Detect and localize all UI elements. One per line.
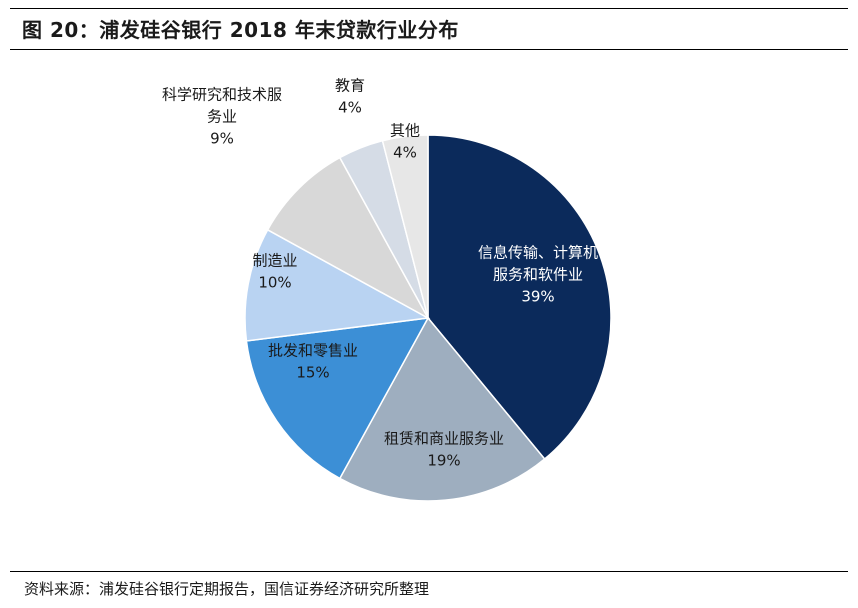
slice-category-label-7: 其他 [390,122,420,140]
source-note: 资料来源：浦发硅谷银行定期报告，国信证券经济研究所整理 [24,580,430,598]
slice-category-label-4: 制造业 [252,252,297,270]
slice-value-label-1: 39% [521,288,554,306]
slice-category-label-5: 科学研究和技术服 [162,86,282,104]
slice-category-label-6: 教育 [335,77,365,95]
pie-slice-1 [427,134,612,461]
slice-category-label-3: 批发和零售业 [268,342,358,360]
pie-slices [244,134,612,502]
slice-value-label-7: 4% [393,144,417,162]
pie-slice-7 [381,134,429,319]
figure-title: 图 20：浦发硅谷银行 2018 年末贷款行业分布 [22,18,459,42]
pie-slice-2 [338,316,546,502]
pie-slice-4 [244,228,431,342]
slice-category-label-1: 信息传输、计算机 [478,244,598,262]
title-rule [10,49,848,50]
slice-value-label-6: 4% [338,99,362,117]
slice-category-label-2: 租赁和商业服务业 [384,430,504,448]
top-rule [10,8,848,9]
slice-value-label-5: 9% [210,130,234,148]
slice-value-label-2: 19% [427,452,460,470]
slice-category-label-1: 服务和软件业 [493,266,583,284]
slice-value-label-4: 10% [258,274,291,292]
slice-category-label-5: 务业 [207,108,237,126]
pie-slice-5 [266,156,430,320]
bottom-rule [10,571,848,572]
pie-slice-3 [245,317,430,480]
slice-value-label-3: 15% [296,364,329,382]
